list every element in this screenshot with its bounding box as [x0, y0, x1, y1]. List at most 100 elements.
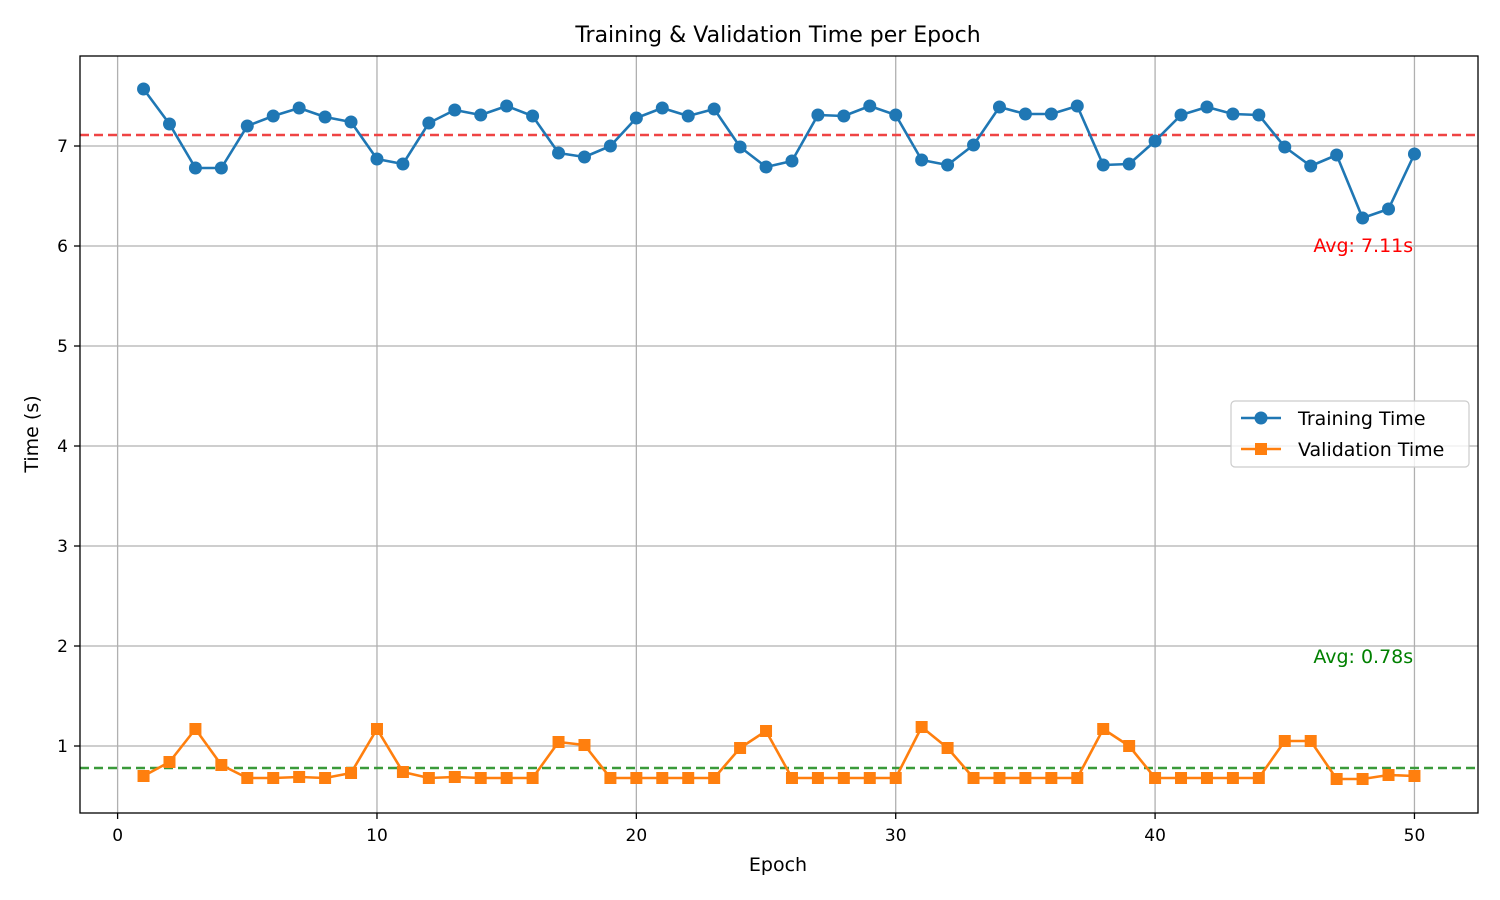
data-point [448, 103, 462, 117]
data-point [915, 721, 928, 733]
data-point [293, 771, 306, 783]
y-tick-label: 3 [57, 537, 68, 557]
data-point [1304, 735, 1317, 747]
validation-average-annotation: Avg: 0.78s [1313, 646, 1413, 668]
data-point [889, 772, 902, 784]
y-tick-label: 4 [57, 437, 68, 457]
data-point [500, 99, 514, 113]
y-axis-label: Time (s) [21, 395, 43, 473]
data-point [1330, 148, 1344, 162]
legend-label: Validation Time [1298, 439, 1444, 461]
data-point [214, 161, 228, 175]
data-point [604, 772, 617, 784]
data-point [655, 101, 669, 115]
data-point [318, 110, 332, 124]
data-point [137, 82, 151, 96]
data-point [162, 117, 176, 131]
x-tick-label: 50 [1404, 826, 1426, 846]
data-point [1149, 772, 1162, 784]
data-point [992, 100, 1006, 114]
data-point [967, 138, 981, 152]
data-point [319, 772, 332, 784]
chart-title: Training & Validation Time per Epoch [574, 23, 980, 48]
data-point [707, 102, 721, 116]
x-axis-label: Epoch [749, 854, 807, 876]
data-point [708, 772, 721, 784]
data-point [733, 140, 747, 154]
x-tick-label: 0 [112, 826, 123, 846]
data-point [1096, 158, 1110, 172]
data-point [863, 99, 877, 113]
y-tick-label: 7 [57, 137, 68, 157]
data-point [215, 759, 228, 771]
data-point [370, 723, 383, 735]
data-point [396, 766, 409, 778]
legend-marker [1255, 443, 1267, 455]
legend-item-training: Training Time [1241, 408, 1426, 430]
data-point [163, 756, 176, 768]
data-point [422, 772, 435, 784]
data-point [370, 152, 384, 166]
data-point [941, 158, 955, 172]
data-point [1304, 159, 1318, 173]
data-point [1382, 769, 1395, 781]
data-point [240, 119, 254, 133]
data-point [863, 772, 876, 784]
x-tick-label: 10 [366, 826, 388, 846]
data-point [811, 108, 825, 122]
data-point [656, 772, 669, 784]
data-point [189, 723, 202, 735]
data-point [1252, 108, 1266, 122]
data-point [1356, 773, 1369, 785]
data-point [1045, 772, 1058, 784]
data-point [1278, 735, 1291, 747]
data-point [448, 771, 461, 783]
y-tick-label: 2 [57, 637, 68, 657]
y-tick-label: 5 [57, 337, 68, 357]
data-point [1174, 108, 1188, 122]
data-point [837, 109, 851, 123]
data-point [785, 772, 798, 784]
data-point [266, 109, 280, 123]
data-point [526, 772, 539, 784]
data-point [629, 111, 643, 125]
x-axis-ticks: 0 10 20 30 40 50 [112, 813, 1425, 846]
data-point [1122, 157, 1136, 171]
data-point [1018, 107, 1032, 121]
data-point [1148, 134, 1162, 148]
legend-box [1230, 400, 1470, 468]
data-point [1407, 147, 1421, 161]
data-point [241, 772, 254, 784]
average-reference-lines [80, 133, 1478, 770]
data-point [1226, 772, 1239, 784]
data-point [474, 772, 487, 784]
data-point [993, 772, 1006, 784]
data-point [1175, 772, 1188, 784]
data-point [422, 116, 436, 130]
data-point [526, 109, 540, 123]
y-tick-label: 1 [57, 737, 68, 757]
legend: Training Time Validation Time [1230, 400, 1470, 468]
data-point [1382, 202, 1396, 216]
data-point [1070, 99, 1084, 113]
data-point [1071, 772, 1084, 784]
data-point [1097, 723, 1110, 735]
data-point [785, 154, 799, 168]
data-point [1356, 211, 1370, 225]
y-axis-ticks: 1 2 3 4 5 6 7 [57, 137, 80, 757]
data-point [137, 770, 150, 782]
legend-marker [1254, 411, 1268, 425]
x-tick-label: 40 [1144, 826, 1166, 846]
data-point [889, 108, 903, 122]
data-point [396, 157, 410, 171]
data-point [474, 108, 488, 122]
validation-time-series [137, 721, 1421, 785]
data-point [577, 150, 591, 164]
data-point [941, 742, 954, 754]
data-point [552, 146, 566, 160]
data-point [500, 772, 513, 784]
x-tick-label: 20 [626, 826, 648, 846]
data-point [552, 736, 565, 748]
legend-label: Training Time [1297, 408, 1426, 430]
data-point [344, 115, 358, 129]
